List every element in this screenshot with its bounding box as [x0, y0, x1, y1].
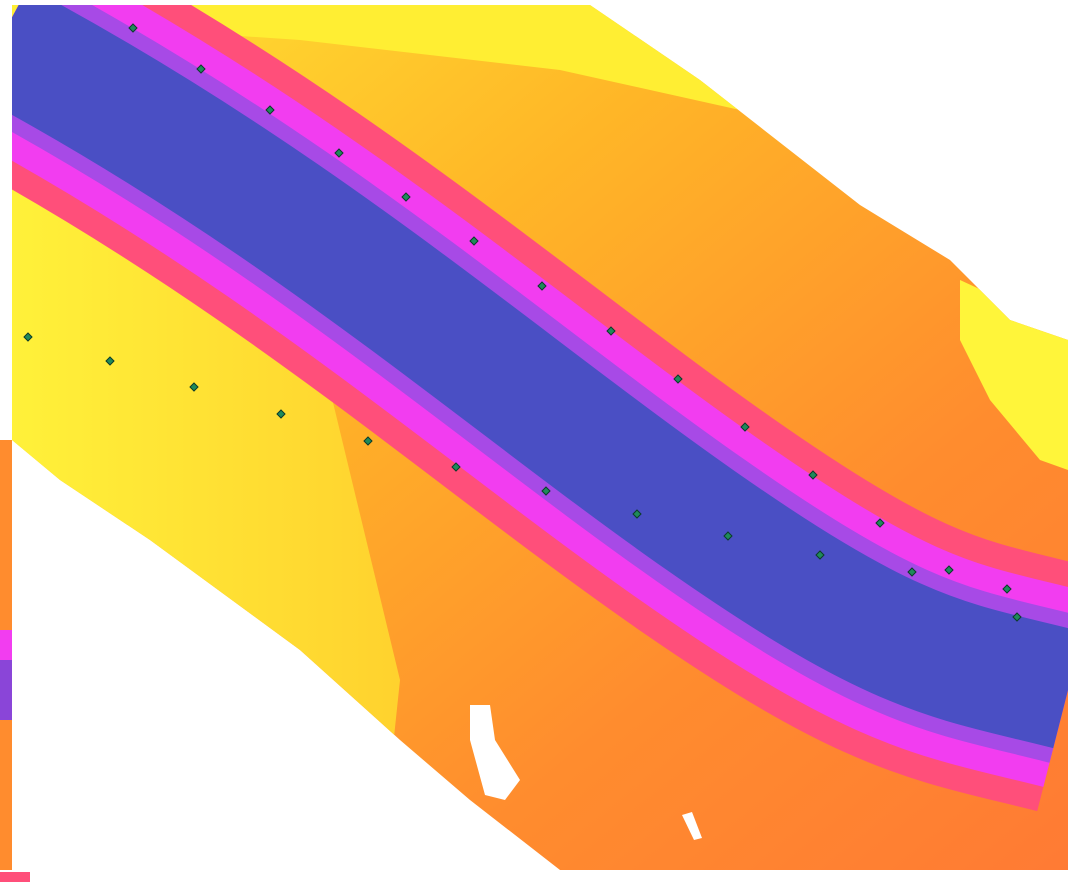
page: (() => { const data = JSON.parse(documen…: [0, 0, 1068, 882]
corner-swatch: [0, 872, 30, 882]
legend-strip-band: [0, 630, 12, 660]
legend-strip-band: [0, 660, 12, 720]
map-view: [0, 0, 1068, 882]
